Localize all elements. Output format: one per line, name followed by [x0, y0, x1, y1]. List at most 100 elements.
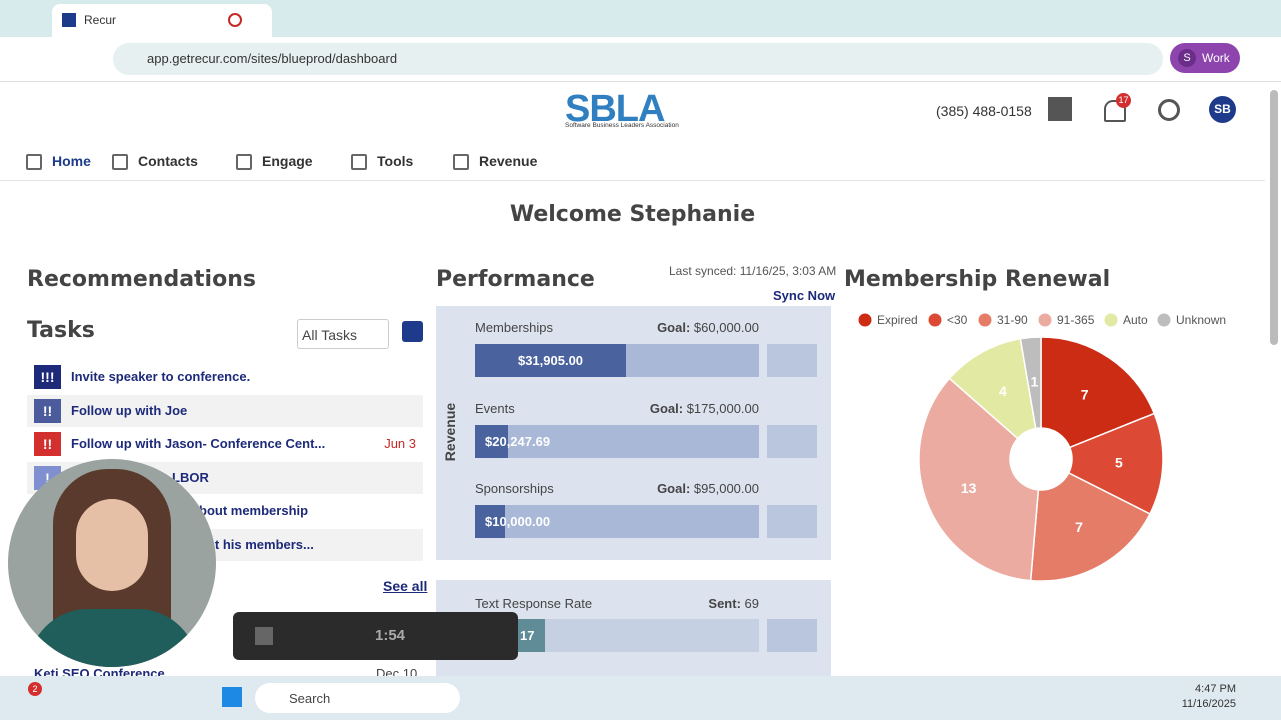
- nav-item[interactable]: Engage: [262, 153, 313, 169]
- legend-label: 91-365: [1057, 313, 1095, 327]
- divider: [0, 180, 1265, 181]
- sent-value: 69: [744, 596, 759, 611]
- goal-prefix: Goal:: [657, 320, 691, 335]
- pie-chart: Expired <30 31-90 91-365 Auto Unknown 7 5 7 13 4 1: [858, 313, 1226, 582]
- slice-label: 7: [1081, 386, 1089, 402]
- legend-swatch: [1038, 313, 1052, 327]
- pie-slice: [1019, 336, 1042, 430]
- goal: Goal: $95,000.00: [657, 481, 759, 496]
- search-box[interactable]: Search: [255, 683, 460, 713]
- task-row[interactable]: !! Follow up with Jason- Conference Cent.…: [27, 428, 423, 461]
- start[interactable]: [222, 687, 242, 707]
- pie-slice: [1029, 471, 1151, 582]
- bar-label: $10,000.00: [485, 514, 551, 529]
- goal-value: $175,000.00: [686, 400, 759, 416]
- profile[interactable]: S Work: [1170, 43, 1240, 73]
- nav-item[interactable]: Contacts: [138, 153, 198, 169]
- bar: [475, 344, 627, 377]
- nav-item[interactable]: Tools: [377, 153, 414, 169]
- record-indicator: [228, 13, 242, 27]
- task-row[interactable]: !!! Invite speaker to conference.: [27, 361, 423, 393]
- legend-label: Unknown: [1176, 313, 1226, 327]
- toolbar: app.getrecur.com/sites/blueprod/dashboar…: [0, 37, 1281, 82]
- task-row[interactable]: !! Follow up with Joe: [27, 394, 423, 427]
- apps-icon[interactable]: [1048, 97, 1072, 121]
- priority: !!!: [34, 365, 61, 389]
- item-name: Events: [475, 400, 515, 416]
- recording-bar: 1:54: [233, 612, 518, 660]
- logo-subtitle: Software Business Leaders Association: [565, 122, 679, 129]
- sent-prefix: Sent:: [708, 596, 741, 611]
- task-filter-label: All Tasks: [302, 327, 357, 343]
- logo: SBLA: [565, 88, 665, 130]
- bell-icon[interactable]: [1104, 100, 1126, 122]
- legend-swatch: [978, 313, 992, 327]
- task-text: Follow up with Joe: [71, 402, 188, 418]
- item-name: Text Response Rate: [475, 596, 593, 611]
- profile-initial: S: [1178, 49, 1196, 67]
- legend-swatch: [858, 313, 872, 327]
- address-bar[interactable]: app.getrecur.com/sites/blueprod/dashboar…: [113, 43, 1163, 75]
- nav-icon: [112, 154, 128, 170]
- slice-label: 4: [999, 383, 1007, 399]
- task-text: Invite speaker to conference.: [71, 369, 251, 384]
- avatar[interactable]: SB: [1209, 96, 1236, 123]
- bar: [475, 424, 508, 458]
- see-all[interactable]: See all: [383, 578, 428, 594]
- goal-prefix: Goal:: [657, 481, 691, 496]
- sparkline: [767, 619, 817, 652]
- priority: !!: [34, 432, 61, 457]
- task-text: out his members...: [199, 537, 314, 552]
- pie-slice: [918, 377, 1040, 582]
- priority: !!: [34, 398, 61, 423]
- sync-now[interactable]: Sync Now: [773, 288, 836, 303]
- task-text: Follow up with Jason- Conference Cent...: [71, 436, 326, 452]
- clock-time: 4:47 PM: [1195, 683, 1236, 695]
- taskbar: 2 Search 4:47 PM 11/16/2025: [0, 676, 1281, 720]
- notification-badge: 17: [1116, 93, 1131, 108]
- recommendations-title: Recommendations: [27, 267, 256, 292]
- task-due: Jun 3: [384, 436, 416, 452]
- pie-slice: [1067, 412, 1164, 515]
- face: [76, 499, 148, 591]
- task-filter[interactable]: All Tasks: [297, 319, 389, 349]
- tasks-title: Tasks: [27, 318, 95, 343]
- settings-icon[interactable]: [1158, 99, 1180, 121]
- task-text: LBOR: [172, 469, 209, 485]
- performance-title: Performance: [436, 267, 595, 292]
- goal: Goal: $60,000.00: [657, 320, 759, 335]
- scrollbar: [1270, 90, 1278, 345]
- legend-swatch: [1104, 313, 1118, 327]
- legend-label: <30: [947, 313, 968, 327]
- nav-item[interactable]: Revenue: [479, 153, 538, 169]
- welcome: Welcome Stephanie: [509, 202, 756, 227]
- profile-name: Work: [1202, 51, 1230, 65]
- tab[interactable]: Recur: [52, 4, 272, 37]
- add-task[interactable]: [402, 321, 423, 342]
- stop[interactable]: [255, 627, 273, 645]
- nav-item[interactable]: Home: [52, 153, 91, 169]
- sparkline: [767, 424, 817, 458]
- bar-track: $31,905.00: [475, 344, 759, 377]
- pie-slice: [948, 337, 1037, 440]
- favicon: [62, 13, 76, 27]
- url: app.getrecur.com/sites/blueprod/dashboar…: [147, 51, 398, 66]
- legend-label: Auto: [1123, 313, 1148, 327]
- search-label: Search: [289, 691, 331, 706]
- slice-label: 5: [1115, 454, 1123, 470]
- bar-label: $31,905.00: [517, 353, 584, 368]
- legend-swatch: [1157, 313, 1171, 327]
- bar-label: $20,247.69: [485, 433, 551, 449]
- phone[interactable]: (385) 488-0158: [936, 103, 1032, 119]
- nav-icon: [236, 154, 252, 170]
- item-name: Sponsorships: [475, 481, 554, 496]
- task-text: bout membership: [199, 503, 309, 519]
- item-name: Memberships: [475, 320, 554, 335]
- clock-date: 11/16/2025: [1181, 698, 1236, 710]
- goal-value: $95,000.00: [693, 481, 759, 496]
- legend-label: 31-90: [997, 313, 1028, 327]
- bar-track: $20,247.69: [475, 424, 759, 458]
- sparkline: [767, 505, 817, 538]
- nav-icon: [351, 154, 367, 170]
